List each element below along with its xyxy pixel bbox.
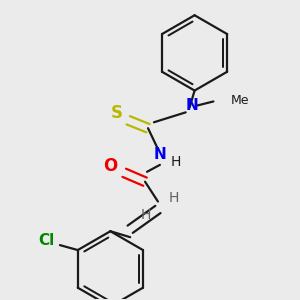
Text: N: N bbox=[154, 148, 166, 163]
Text: N: N bbox=[185, 98, 198, 113]
Text: H: H bbox=[141, 208, 151, 222]
Text: H: H bbox=[169, 190, 179, 205]
Text: Me: Me bbox=[231, 94, 250, 107]
Text: S: S bbox=[110, 104, 122, 122]
Text: H: H bbox=[171, 155, 181, 169]
Text: Cl: Cl bbox=[38, 233, 54, 248]
Text: O: O bbox=[103, 157, 118, 175]
